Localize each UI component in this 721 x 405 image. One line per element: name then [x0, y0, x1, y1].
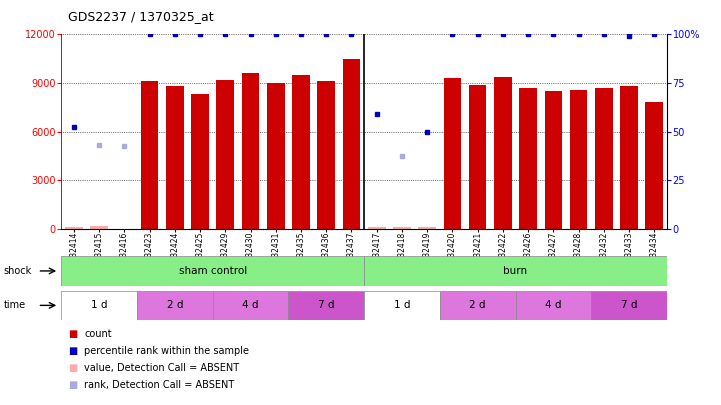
Bar: [469, 85, 487, 229]
Bar: [591, 291, 667, 320]
Text: ■: ■: [68, 329, 78, 339]
Text: count: count: [84, 329, 112, 339]
Bar: [645, 102, 663, 229]
Bar: [440, 291, 516, 320]
Bar: [595, 88, 613, 229]
Bar: [516, 291, 591, 320]
Bar: [620, 86, 638, 229]
Bar: [418, 227, 436, 229]
Bar: [288, 291, 364, 320]
Text: time: time: [4, 301, 26, 310]
Bar: [213, 291, 288, 320]
Bar: [166, 86, 184, 229]
Text: value, Detection Call = ABSENT: value, Detection Call = ABSENT: [84, 363, 239, 373]
Bar: [65, 227, 83, 229]
Bar: [443, 78, 461, 229]
Text: percentile rank within the sample: percentile rank within the sample: [84, 346, 249, 356]
Bar: [141, 81, 159, 229]
Bar: [137, 291, 213, 320]
Text: 4 d: 4 d: [242, 301, 259, 310]
Text: ■: ■: [68, 346, 78, 356]
Bar: [519, 88, 537, 229]
Text: shock: shock: [4, 266, 32, 276]
Text: GDS2237 / 1370325_at: GDS2237 / 1370325_at: [68, 10, 214, 23]
Text: 1 d: 1 d: [91, 301, 107, 310]
Bar: [393, 227, 411, 229]
Bar: [570, 90, 588, 229]
Text: 7 d: 7 d: [318, 301, 335, 310]
Text: ■: ■: [68, 380, 78, 390]
Text: burn: burn: [503, 266, 528, 276]
Bar: [61, 291, 137, 320]
Bar: [317, 81, 335, 229]
Bar: [368, 227, 386, 229]
Bar: [191, 94, 209, 229]
Bar: [216, 80, 234, 229]
Bar: [90, 226, 108, 229]
Text: 2 d: 2 d: [469, 301, 486, 310]
Text: 2 d: 2 d: [167, 301, 183, 310]
Bar: [364, 256, 667, 286]
Bar: [364, 291, 440, 320]
Bar: [494, 77, 512, 229]
Text: sham control: sham control: [179, 266, 247, 276]
Bar: [342, 59, 360, 229]
Text: ■: ■: [68, 363, 78, 373]
Bar: [292, 75, 310, 229]
Bar: [267, 83, 285, 229]
Text: 1 d: 1 d: [394, 301, 410, 310]
Bar: [242, 73, 260, 229]
Bar: [61, 256, 364, 286]
Bar: [544, 91, 562, 229]
Text: 4 d: 4 d: [545, 301, 562, 310]
Text: rank, Detection Call = ABSENT: rank, Detection Call = ABSENT: [84, 380, 234, 390]
Text: 7 d: 7 d: [621, 301, 637, 310]
